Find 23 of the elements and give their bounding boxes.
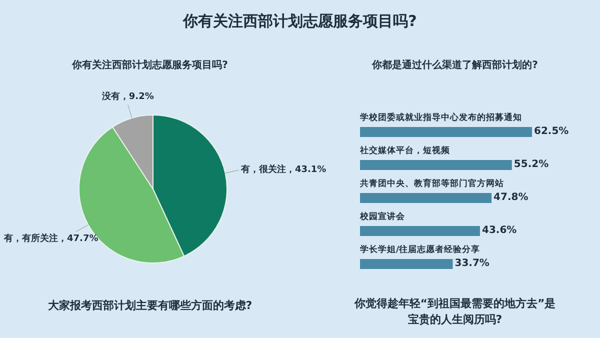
y-tick-label: 学校团委或就业指导中心发布的招募通知 (360, 112, 522, 124)
bar (360, 259, 453, 269)
data-label: 62.5% (534, 126, 569, 137)
text: 大家报考西部计划主要有哪些方面的考虑? (46, 298, 254, 314)
data-label: 33.7% (454, 258, 490, 269)
y-tick-label: 学长学姐/往届志愿者经验分享 (360, 244, 480, 256)
y-tick-label: 校园宣讲会 (360, 211, 405, 223)
chart-title: 你有关注西部计划志愿服务项目吗? (182, 12, 418, 31)
data-label: 43.6% (482, 225, 517, 236)
text: 你觉得趁年轻“到祖国最需要的地方去”是宝贵的人生阅历吗? (353, 296, 557, 328)
slice-label: 有，很关注，43.1% (240, 164, 326, 177)
bar (360, 193, 492, 203)
data-label: 47.8% (494, 192, 528, 203)
bar (360, 226, 480, 236)
y-tick-label: 共青团中央、教育部等部门官方网站 (360, 178, 504, 190)
slice-label: 没有，9.2% (102, 90, 154, 104)
chart-title: 你都是通过什么渠道了解西部计划的? (370, 58, 539, 72)
slice-label: 有，有所关注，47.7% (4, 233, 98, 246)
bar (360, 160, 512, 170)
chart-subtitle: 你有关注西部计划志愿服务项目吗? (70, 58, 229, 72)
y-tick-label: 社交媒体平台，短视频 (360, 145, 450, 157)
bar (360, 127, 532, 137)
data-label: 55.2% (514, 159, 549, 170)
